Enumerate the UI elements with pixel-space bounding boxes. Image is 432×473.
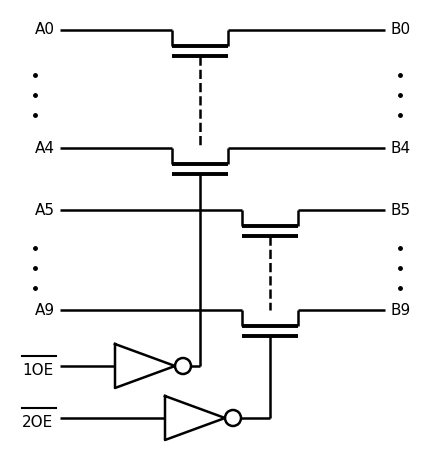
Text: A5: A5	[35, 202, 55, 218]
Text: A4: A4	[35, 140, 55, 156]
Text: B5: B5	[390, 202, 410, 218]
Text: B9: B9	[390, 303, 410, 317]
Text: 1OE: 1OE	[22, 362, 53, 377]
Text: B4: B4	[390, 140, 410, 156]
Text: A9: A9	[35, 303, 55, 317]
Text: A0: A0	[35, 23, 55, 37]
Text: B0: B0	[390, 23, 410, 37]
Text: 2OE: 2OE	[22, 414, 53, 429]
